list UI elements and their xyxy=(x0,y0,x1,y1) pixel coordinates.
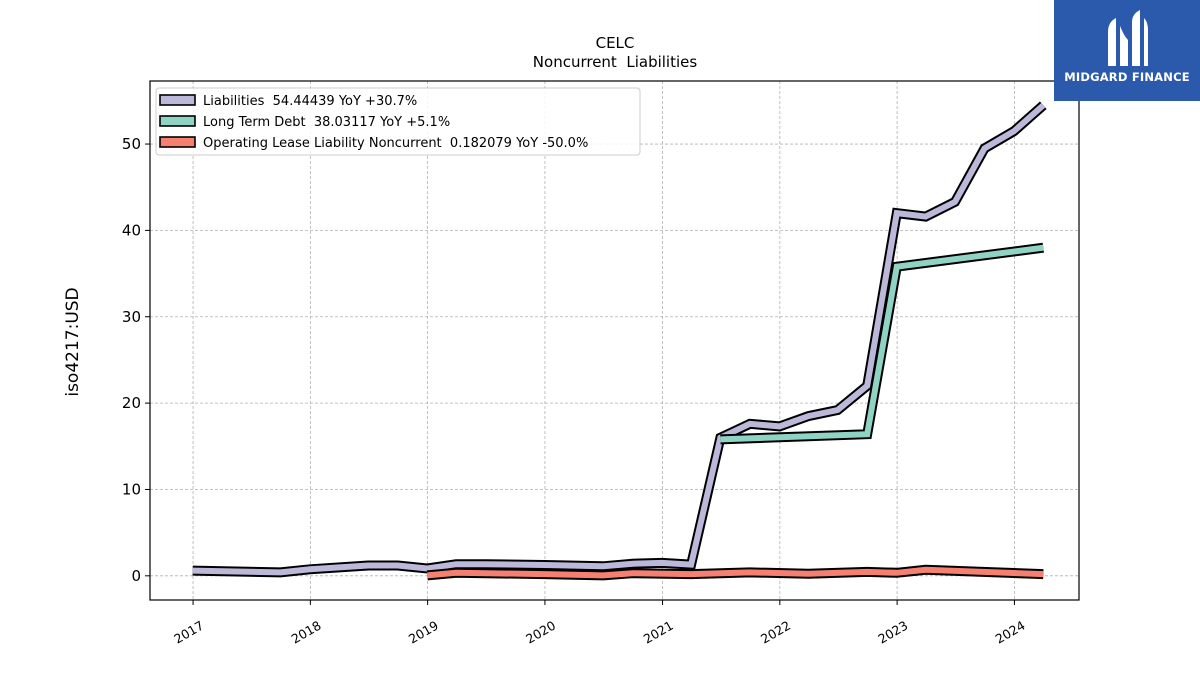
y-tick-label: 20 xyxy=(122,394,141,412)
y-tick-label: 0 xyxy=(131,567,141,585)
y-tick-label: 50 xyxy=(122,135,141,153)
x-tick-label: 2019 xyxy=(406,618,441,647)
chart-title: CELC xyxy=(596,34,635,52)
y-tick-label: 10 xyxy=(122,480,141,498)
midgard-finance-logo: MIDGARD FINANCE xyxy=(1054,0,1200,101)
legend-label: Liabilities 54.44439 YoY +30.7% xyxy=(203,94,417,109)
x-ticks: 2017 2018 2019 2020 2021 2022 2023 2024 xyxy=(171,600,1028,647)
y-tick-label: 40 xyxy=(122,221,141,239)
legend-box xyxy=(155,87,641,156)
legend-label: Long Term Debt 38.03117 YoY +5.1% xyxy=(203,115,450,130)
plot-frame xyxy=(149,80,1080,601)
legend-swatch xyxy=(159,94,196,106)
grid xyxy=(150,81,1079,600)
x-tick-label: 2018 xyxy=(289,618,324,647)
x-tick-label: 2017 xyxy=(171,618,206,647)
logo-text: MIDGARD FINANCE xyxy=(1064,70,1190,84)
y-tick-label: 30 xyxy=(122,308,141,326)
legend: Liabilities 54.44439 YoY +30.7% Long Term… xyxy=(155,87,641,156)
series-line xyxy=(720,244,1044,443)
x-tick-label: 2022 xyxy=(758,618,793,647)
x-tick-label: 2021 xyxy=(641,618,676,647)
x-tick-label: 2023 xyxy=(875,618,910,647)
legend-swatch xyxy=(159,136,196,148)
y-ticks: 0 10 20 30 40 50 xyxy=(122,135,150,585)
series-layer xyxy=(192,101,1047,581)
chart-subtitle: Noncurrent Liabilities xyxy=(533,53,698,71)
x-tick-label: 2024 xyxy=(993,618,1028,647)
x-tick-label: 2020 xyxy=(523,618,558,647)
legend-label: Operating Lease Liability Noncurrent 0.1… xyxy=(203,136,588,151)
y-axis-label: iso4217:USD xyxy=(63,287,83,396)
series-outline xyxy=(192,101,1047,578)
mh-monogram-icon xyxy=(1108,10,1148,66)
series-line xyxy=(427,566,1044,579)
series-line xyxy=(192,102,1046,576)
legend-swatch xyxy=(159,115,196,127)
